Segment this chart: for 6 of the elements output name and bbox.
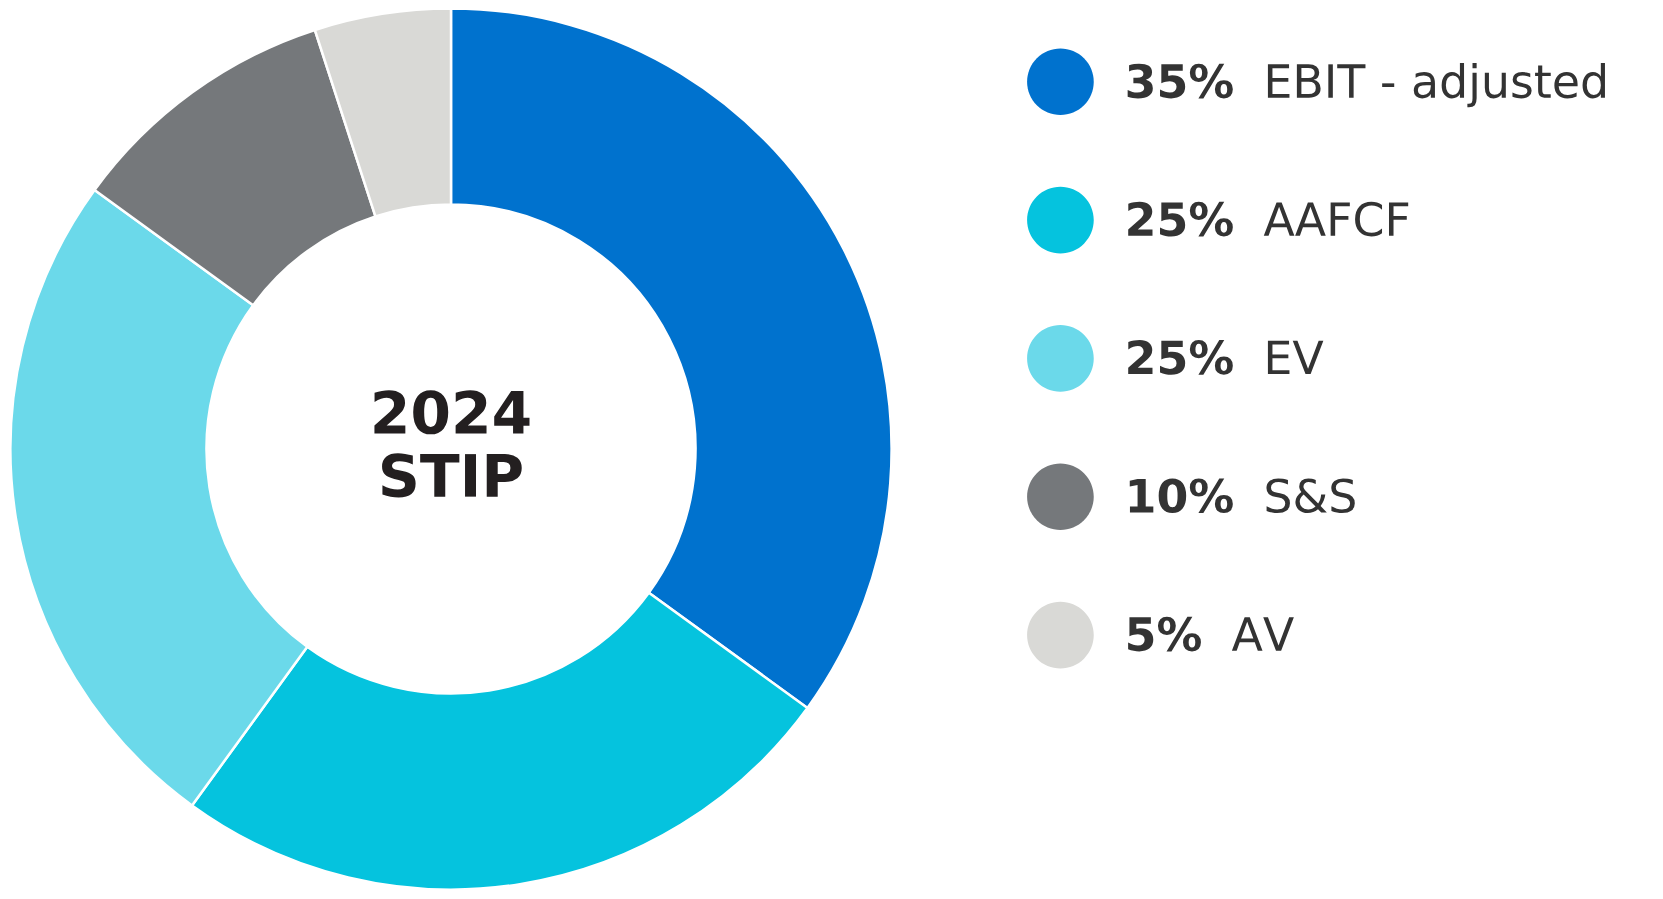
- legend-label: 35% EBIT - adjusted: [1127, 62, 1605, 108]
- legend-label: 25% EV: [1128, 340, 1324, 375]
- legend-label: 10% S&S: [1129, 478, 1355, 514]
- legend-label: 25% AAFCF: [1128, 201, 1409, 237]
- text: 2024 STIP: [374, 390, 530, 498]
- legend-label: 5% AV: [1128, 616, 1294, 652]
